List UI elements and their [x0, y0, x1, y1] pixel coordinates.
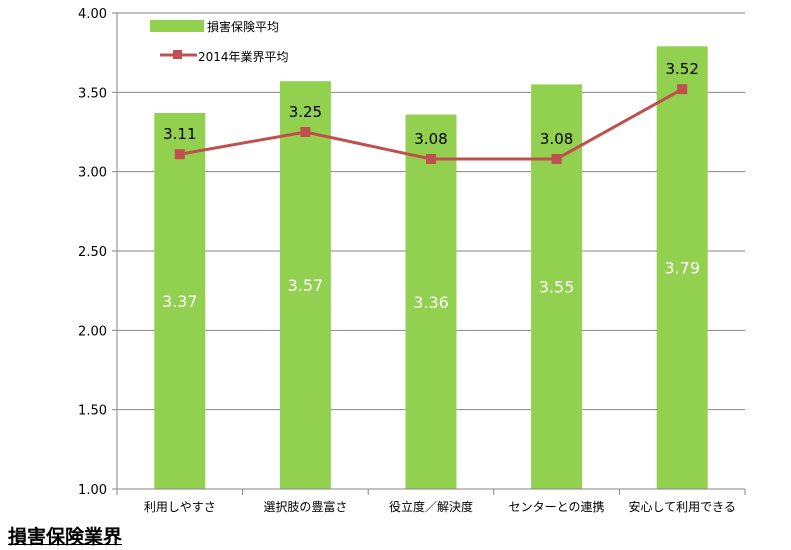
bar [531, 84, 583, 490]
bar-series [154, 46, 708, 490]
line-data-label: 3.08 [540, 130, 573, 148]
y-tick-label: 2.50 [78, 245, 107, 260]
bar [154, 112, 206, 490]
x-category-label: 選択肢の豊富さ [263, 499, 347, 514]
y-tick-label: 3.00 [78, 166, 107, 181]
page-title: 損害保険業界 [8, 526, 123, 548]
legend-bar-swatch [150, 20, 204, 32]
y-tick-label: 1.00 [78, 483, 107, 498]
bar-data-label: 3.37 [162, 292, 198, 311]
y-tick-label: 1.50 [78, 404, 107, 419]
bar [405, 114, 457, 490]
line-data-label: 3.25 [289, 103, 322, 121]
bar [279, 81, 331, 489]
axes [116, 13, 746, 495]
line-labels: 3.11 3.25 3.08 3.08 3.52 [163, 60, 699, 148]
bar-labels: 3.37 3.57 3.36 3.55 3.79 [162, 259, 700, 312]
bar-data-label: 3.79 [664, 259, 700, 278]
bar [656, 46, 708, 489]
line-data-label: 3.11 [163, 125, 196, 143]
bar-data-label: 3.36 [413, 293, 449, 312]
line-data-label: 3.08 [414, 130, 447, 148]
y-tick-label: 3.50 [78, 86, 107, 101]
y-tick-label: 2.00 [78, 324, 107, 339]
x-category-label: 役立度／解決度 [389, 499, 473, 514]
legend-bar-label: 損害保険平均 [207, 19, 279, 34]
x-category-label: 利用しやすさ [144, 500, 216, 514]
chart: 1.001.502.002.503.003.504.00 3.373.573.3… [78, 7, 746, 514]
line-marker [426, 153, 436, 164]
y-tick-label: 4.00 [78, 7, 107, 22]
x-category-label: センターとの連携 [509, 499, 605, 514]
line-marker [677, 84, 688, 95]
line-marker [174, 149, 185, 160]
line-marker [300, 127, 311, 137]
x-axis-labels: 利用しやすさ 選択肢の豊富さ 役立度／解決度 センターとの連携 安心して利用できる [144, 499, 736, 514]
line-data-label: 3.52 [665, 60, 698, 78]
legend: 損害保険平均 2014年業界平均 [150, 19, 289, 64]
bar-data-label: 3.55 [539, 278, 575, 297]
bar-data-label: 3.57 [288, 276, 324, 295]
x-category-label: 安心して利用できる [628, 499, 735, 514]
legend-line-marker [173, 50, 182, 59]
y-axis-ticks: 1.00 1.50 2.00 2.50 3.00 3.50 4.00 [78, 7, 117, 498]
line-series [174, 84, 688, 164]
line-marker [551, 153, 562, 164]
legend-line-label: 2014年業界平均 [198, 50, 289, 64]
